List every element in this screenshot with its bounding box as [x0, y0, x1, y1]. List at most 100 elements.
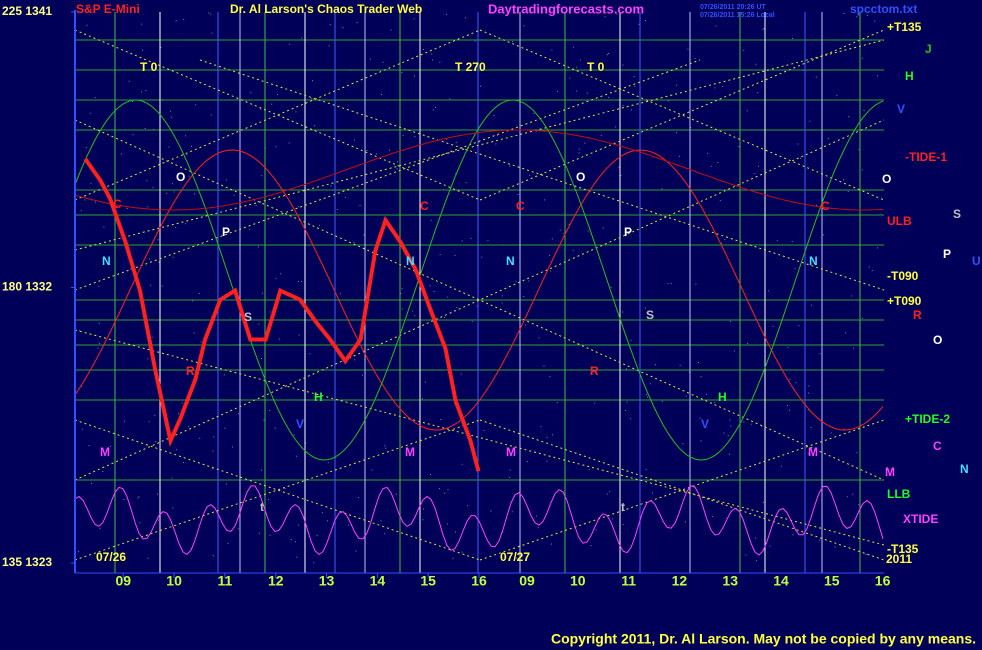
star: [845, 332, 847, 334]
star: [743, 49, 745, 51]
star: [456, 307, 458, 309]
star: [210, 13, 212, 15]
star: [95, 201, 97, 203]
star: [298, 206, 300, 208]
star: [152, 187, 154, 189]
star: [874, 20, 876, 22]
star: [848, 116, 850, 118]
star: [755, 560, 757, 562]
star: [414, 315, 416, 317]
star: [430, 473, 432, 475]
star: [608, 52, 610, 54]
star: [358, 497, 360, 499]
star: [88, 445, 90, 447]
star: [548, 255, 550, 257]
star: [413, 18, 415, 20]
right-label: P: [943, 247, 951, 261]
star: [356, 22, 358, 24]
star: [538, 337, 540, 339]
star: [120, 153, 122, 155]
star: [586, 92, 588, 94]
star: [624, 410, 626, 412]
star: [212, 555, 214, 557]
plot-label: N: [102, 254, 111, 268]
plot-label: C: [821, 199, 830, 213]
star: [225, 179, 227, 181]
star: [280, 273, 282, 275]
star: [836, 95, 838, 97]
star: [354, 139, 356, 141]
star: [132, 100, 134, 102]
star: [149, 258, 151, 260]
x-tick-label: 10: [166, 573, 182, 589]
star: [396, 168, 398, 170]
star: [479, 85, 481, 87]
star: [422, 508, 424, 510]
star: [151, 336, 153, 338]
star: [211, 468, 213, 470]
star: [414, 75, 416, 77]
star: [123, 498, 125, 500]
star: [644, 20, 646, 22]
star: [401, 288, 403, 290]
star: [690, 127, 692, 129]
star: [830, 432, 832, 434]
diagonal: [74, 419, 481, 561]
star: [578, 152, 580, 154]
star: [461, 463, 463, 465]
star: [682, 443, 684, 445]
star: [397, 161, 399, 163]
right-label: N: [960, 462, 969, 476]
star: [551, 238, 553, 240]
star: [94, 97, 96, 99]
star: [212, 450, 214, 452]
star: [380, 520, 382, 522]
star: [644, 307, 646, 309]
star: [262, 292, 264, 294]
star: [168, 146, 170, 148]
star: [572, 249, 574, 251]
star: [815, 76, 817, 78]
star: [757, 165, 759, 167]
star: [461, 551, 463, 553]
star: [762, 501, 764, 503]
star: [856, 16, 858, 18]
star: [126, 207, 128, 209]
star: [609, 491, 611, 493]
star: [269, 534, 271, 536]
star: [471, 320, 473, 322]
star: [649, 383, 651, 385]
star: [298, 334, 300, 336]
star: [667, 283, 669, 285]
star: [529, 174, 531, 176]
star: [724, 239, 726, 241]
star: [260, 108, 262, 110]
star: [843, 428, 845, 430]
right-label: -T135: [887, 542, 919, 556]
diagonal: [479, 419, 885, 561]
star: [431, 59, 433, 61]
star: [763, 27, 765, 29]
plot-label: P: [222, 225, 230, 239]
star: [305, 442, 307, 444]
star: [431, 53, 433, 55]
star: [745, 554, 747, 556]
star: [211, 32, 213, 34]
star: [116, 205, 118, 207]
right-label: LLB: [887, 487, 911, 501]
star: [385, 447, 387, 449]
star: [809, 120, 811, 122]
timestamp: 07/26/2011 15:26 Local: [700, 12, 775, 19]
star: [540, 426, 542, 428]
star: [679, 364, 681, 366]
star: [384, 533, 386, 535]
star: [199, 437, 201, 439]
star: [767, 290, 769, 292]
star: [730, 425, 732, 427]
star: [84, 199, 86, 201]
star: [318, 224, 320, 226]
star: [311, 97, 313, 99]
star: [389, 149, 391, 151]
star: [327, 462, 329, 464]
star: [610, 286, 612, 288]
